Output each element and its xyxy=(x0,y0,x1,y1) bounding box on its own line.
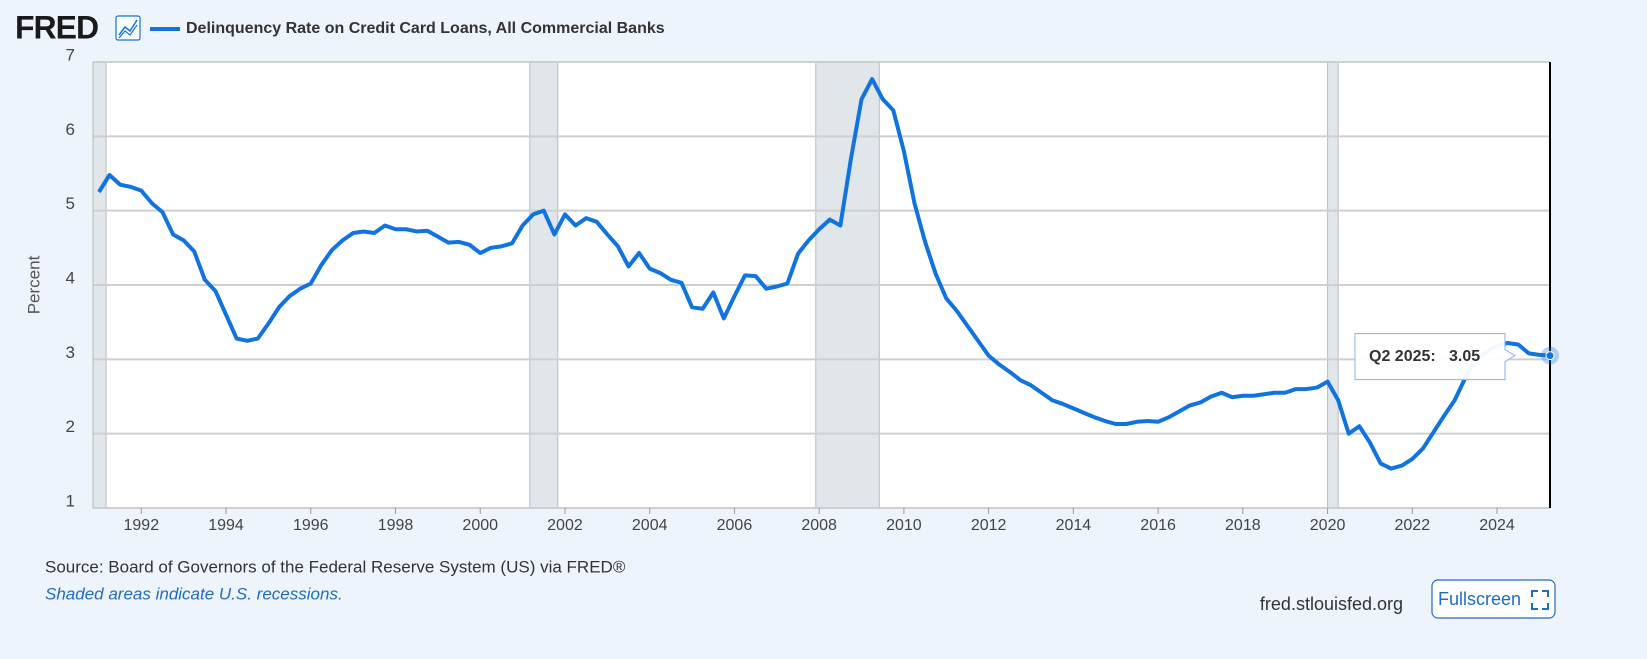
source: Source: Board of Governors of the Federa… xyxy=(45,557,626,576)
x-tick-label: 1998 xyxy=(378,517,414,534)
x-tick-label: 2006 xyxy=(717,517,753,534)
tooltip-box xyxy=(1354,333,1516,381)
x-tick-label: 2002 xyxy=(547,517,583,534)
y-tick-label: 5 xyxy=(66,194,75,213)
tooltip-label: Q2 2025: xyxy=(1369,348,1436,365)
y-tick-label: 6 xyxy=(66,120,75,139)
y-tick-label: 3 xyxy=(66,343,75,362)
y-axis-label: Percent xyxy=(24,255,43,314)
logo: FRED xyxy=(15,9,98,45)
x-tick-label: 2010 xyxy=(886,517,922,534)
y-tick-label: 1 xyxy=(66,491,75,510)
data-line xyxy=(97,77,1551,471)
x-tick-label: 2014 xyxy=(1056,517,1092,534)
x-tick-label: 1992 xyxy=(124,517,160,534)
x-tick-label: 2024 xyxy=(1479,517,1515,534)
fullscreen-label[interactable]: Fullscreen xyxy=(1438,589,1521,609)
hover-point xyxy=(1545,351,1555,361)
recession-note: Shaded areas indicate U.S. recessions. xyxy=(45,584,343,603)
y-tick-label: 4 xyxy=(66,268,75,287)
x-tick-label: 2000 xyxy=(462,517,498,534)
site-link[interactable]: fred.stlouisfed.org xyxy=(1260,594,1403,614)
x-tick-label: 2012 xyxy=(971,517,1007,534)
x-tick-label: 1994 xyxy=(208,517,244,534)
legend-label: Delinquency Rate on Credit Card Loans, A… xyxy=(186,20,665,37)
y-tick-label: 7 xyxy=(66,45,75,64)
tooltip-value: 3.05 xyxy=(1449,348,1480,365)
x-tick-label: 2004 xyxy=(632,517,668,534)
x-tick-label: 2022 xyxy=(1395,517,1431,534)
y-tick-label: 2 xyxy=(66,417,75,436)
fullscreen-button[interactable]: Fullscreen xyxy=(1431,579,1556,619)
x-tick-label: 1996 xyxy=(293,517,329,534)
x-tick-label: 2018 xyxy=(1225,517,1261,534)
x-tick-label: 2016 xyxy=(1140,517,1176,534)
chart-icon xyxy=(115,15,141,41)
x-tick-label: 2020 xyxy=(1310,517,1346,534)
x-tick-label: 2008 xyxy=(801,517,837,534)
